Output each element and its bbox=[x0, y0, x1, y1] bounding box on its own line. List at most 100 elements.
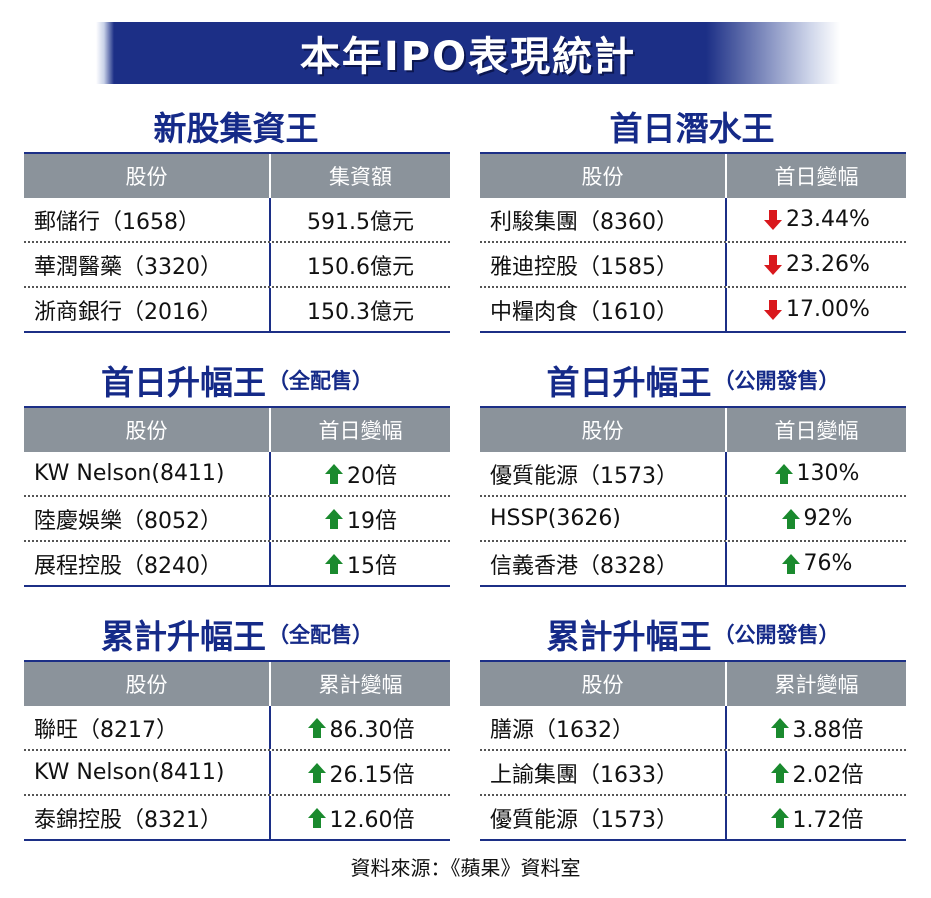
up-arrow-icon bbox=[781, 553, 804, 575]
panel-title-text: 累計升幅王 bbox=[546, 617, 712, 656]
stock-cell: 優質能源（1573） bbox=[480, 452, 727, 495]
value-cell: 2.02倍 bbox=[727, 751, 906, 794]
value-cell: 26.15倍 bbox=[271, 751, 450, 794]
up-arrow-icon bbox=[770, 762, 793, 784]
panel-title: 首日潛水王 bbox=[480, 100, 906, 152]
value-cell: 23.44% bbox=[727, 198, 906, 241]
panel-table: 股份 首日變幅優質能源（1573） 130% HSSP(3626) 92% 信義香港（83… bbox=[480, 406, 906, 587]
header-value: 首日變幅 bbox=[774, 165, 859, 189]
up-arrow-icon bbox=[770, 717, 793, 739]
value-text: 150.6億元 bbox=[307, 254, 414, 280]
value-text: 2.02倍 bbox=[792, 762, 864, 788]
panel-table: 股份 首日變幅 KW Nelson(8411) 20倍 陸慶娛樂（8052） 19倍展程控… bbox=[24, 406, 450, 587]
header-stock: 股份 bbox=[480, 154, 727, 198]
panel-table: 股份 累計變幅 膳源（1632） 3.88倍上諭集團（1633） 2.02倍優質能源（1… bbox=[480, 660, 906, 841]
down-arrow-icon bbox=[763, 254, 786, 276]
value-cell: 15倍 bbox=[271, 542, 450, 585]
title-banner: 本年IPO表現統計 bbox=[96, 22, 840, 84]
stock-cell: 中糧肉食（1610） bbox=[480, 288, 727, 331]
panel-subtitle: （公開發售） bbox=[713, 368, 840, 393]
value-text: 19倍 bbox=[347, 508, 397, 534]
panel-title-text: 首日潛水王 bbox=[609, 109, 775, 148]
value-text: 12.60倍 bbox=[329, 807, 415, 833]
table-header: 股份 累計變幅 bbox=[480, 660, 906, 706]
table-row: 浙商銀行（2016） 150.3億元 bbox=[24, 286, 450, 331]
panel-table: 股份 累計變幅 聯旺（8217） 86.30倍 KW Nelson(8411) 26.15… bbox=[24, 660, 450, 841]
header-value: 首日變幅 bbox=[318, 419, 403, 443]
value-text: 3.88倍 bbox=[792, 717, 864, 743]
value-text: 1.72倍 bbox=[792, 807, 864, 833]
value-cell: 17.00% bbox=[727, 288, 906, 331]
up-arrow-icon bbox=[770, 807, 793, 829]
table-row: 泰錦控股（8321） 12.60倍 bbox=[24, 794, 450, 839]
stock-cell: 陸慶娛樂（8052） bbox=[24, 497, 271, 540]
table-row: 膳源（1632） 3.88倍 bbox=[480, 706, 906, 749]
panel-4: 首日升幅王 （公開發售） 股份 首日變幅優質能源（1573） 130% HSSP(3626… bbox=[480, 354, 906, 587]
stock-cell: 浙商銀行（2016） bbox=[24, 288, 271, 331]
value-text: 92% bbox=[803, 506, 853, 531]
table-header: 股份 集資額 bbox=[24, 152, 450, 198]
value-cell: 92% bbox=[727, 497, 906, 540]
panel-title: 首日升幅王 （全配售） bbox=[24, 354, 450, 406]
header-stock: 股份 bbox=[24, 408, 271, 452]
stock-cell: 信義香港（8328） bbox=[480, 542, 727, 585]
value-cell: 19倍 bbox=[271, 497, 450, 540]
value-cell: 23.26% bbox=[727, 243, 906, 286]
value-cell: 591.5億元 bbox=[271, 198, 450, 241]
down-arrow-icon bbox=[763, 209, 786, 231]
table-row: 優質能源（1573） 1.72倍 bbox=[480, 794, 906, 839]
value-text: 15倍 bbox=[347, 553, 397, 579]
value-text: 130% bbox=[796, 461, 860, 486]
table-row: 聯旺（8217） 86.30倍 bbox=[24, 706, 450, 749]
panel-title-text: 累計升幅王 bbox=[101, 617, 266, 656]
value-cell: 76% bbox=[727, 542, 906, 585]
table-row: 陸慶娛樂（8052） 19倍 bbox=[24, 495, 450, 540]
value-cell: 12.60倍 bbox=[271, 796, 450, 839]
stock-cell: 膳源（1632） bbox=[480, 706, 727, 749]
value-cell: 150.3億元 bbox=[271, 288, 450, 331]
stock-cell: 雅迪控股（1585） bbox=[480, 243, 727, 286]
value-cell: 86.30倍 bbox=[271, 706, 450, 749]
stock-cell: 聯旺（8217） bbox=[24, 706, 271, 749]
stock-cell: 利駿集團（8360） bbox=[480, 198, 727, 241]
stock-cell: 華潤醫藥（3320） bbox=[24, 243, 271, 286]
header-value: 首日變幅 bbox=[774, 419, 859, 443]
table-row: 郵儲行（1658） 591.5億元 bbox=[24, 198, 450, 241]
table-row: 優質能源（1573） 130% bbox=[480, 452, 906, 495]
header-stock: 股份 bbox=[480, 408, 727, 452]
value-text: 26.15倍 bbox=[329, 762, 415, 788]
panel-title: 新股集資王 bbox=[24, 100, 450, 152]
up-arrow-icon bbox=[774, 463, 797, 485]
table-row: KW Nelson(8411) 26.15倍 bbox=[24, 749, 450, 794]
panel-title: 首日升幅王 （公開發售） bbox=[480, 354, 906, 406]
up-arrow-icon bbox=[307, 762, 330, 784]
value-cell: 130% bbox=[727, 452, 906, 495]
up-arrow-icon bbox=[324, 553, 347, 575]
panel-table: 股份 首日變幅利駿集團（8360） 23.44% 雅迪控股（1585） 23.26% 中糧… bbox=[480, 152, 906, 333]
panel-title: 累計升幅王 （公開發售） bbox=[480, 608, 906, 660]
table-header: 股份 累計變幅 bbox=[24, 660, 450, 706]
panel-6: 累計升幅王 （公開發售） 股份 累計變幅 膳源（1632） 3.88倍 上諭集團（1633）… bbox=[480, 608, 906, 841]
panel-title: 累計升幅王 （全配售） bbox=[24, 608, 450, 660]
value-cell: 3.88倍 bbox=[727, 706, 906, 749]
page-title: 本年IPO表現統計 bbox=[299, 34, 637, 80]
value-cell: 1.72倍 bbox=[727, 796, 906, 839]
up-arrow-icon bbox=[307, 717, 330, 739]
value-text: 591.5億元 bbox=[307, 209, 414, 235]
stock-cell: 上諭集團（1633） bbox=[480, 751, 727, 794]
header-value: 集資額 bbox=[329, 165, 392, 189]
panel-1: 新股集資王 股份 集資額 郵儲行（1658） 591.5億元 華潤醫藥（3320） 150.… bbox=[24, 100, 450, 333]
panel-subtitle: （公開發售） bbox=[713, 622, 840, 647]
down-arrow-icon bbox=[763, 299, 786, 321]
header-stock: 股份 bbox=[480, 662, 727, 706]
up-arrow-icon bbox=[781, 508, 804, 530]
table-row: KW Nelson(8411) 20倍 bbox=[24, 452, 450, 495]
stock-cell: HSSP(3626) bbox=[480, 497, 727, 540]
value-text: 20倍 bbox=[347, 463, 397, 489]
panel-2: 首日潛水王股份 首日變幅利駿集團（8360） 23.44% 雅迪控股（1585） 23.… bbox=[480, 100, 906, 333]
panel-5: 累計升幅王 （全配售） 股份 累計變幅 聯旺（8217） 86.30倍 KW Nelson(… bbox=[24, 608, 450, 841]
panel-table: 股份 集資額 郵儲行（1658） 591.5億元 華潤醫藥（3320） 150.6億元浙商… bbox=[24, 152, 450, 333]
stock-cell: 展程控股（8240） bbox=[24, 542, 271, 585]
source-note: 資料來源：《蘋果》資料室 bbox=[350, 856, 581, 880]
value-text: 76% bbox=[803, 551, 853, 576]
